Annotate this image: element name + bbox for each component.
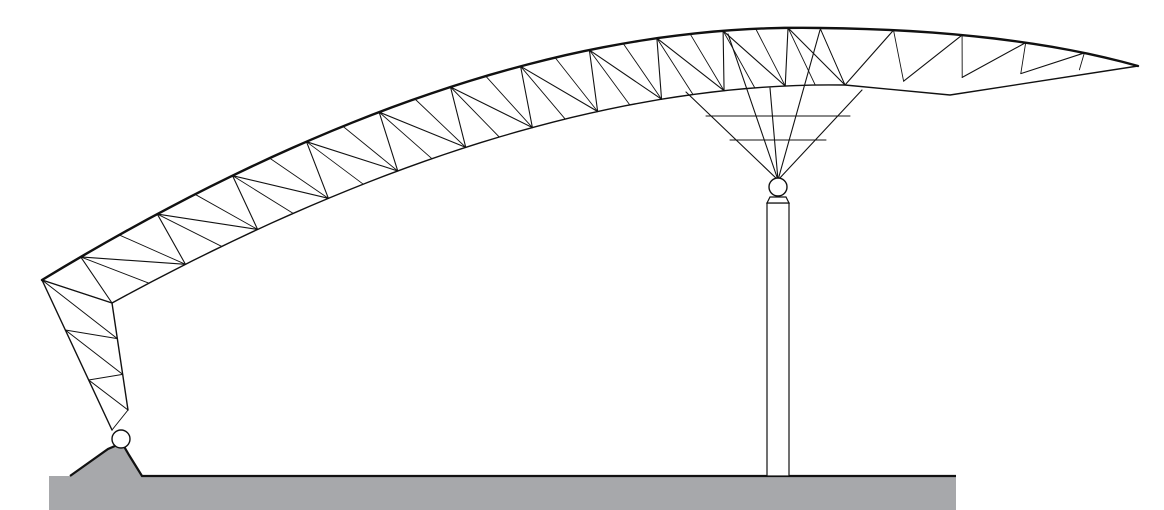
web-vertical xyxy=(520,65,566,120)
fan-strut xyxy=(777,29,821,181)
column-bearing-pin xyxy=(768,177,788,197)
web-vertical xyxy=(450,86,500,138)
web-diagonal xyxy=(156,213,187,265)
web-diagonal xyxy=(231,175,259,230)
web-diagonal xyxy=(80,256,113,304)
web-diagonal xyxy=(520,65,533,129)
bottom-chord xyxy=(111,65,1139,304)
cantilever-diagonal xyxy=(1020,52,1085,75)
leg-outer xyxy=(41,279,113,431)
bearings xyxy=(111,177,788,449)
web-vertical xyxy=(80,256,150,284)
left-bearing-pin xyxy=(111,429,131,449)
fan-strut xyxy=(685,91,779,181)
web-vertical xyxy=(755,28,786,87)
ground-slab xyxy=(49,476,956,510)
web-diagonal xyxy=(378,111,399,172)
web-diagonal xyxy=(80,256,187,265)
fan-strut xyxy=(777,89,863,181)
web-diagonal xyxy=(231,175,329,199)
ground xyxy=(49,441,956,510)
web-vertical xyxy=(588,49,631,106)
web-vertical xyxy=(689,33,725,92)
web-diagonal xyxy=(588,49,599,113)
web-diagonal xyxy=(656,37,725,92)
web-vertical xyxy=(622,43,663,100)
web-diagonal xyxy=(305,141,329,199)
web-vertical xyxy=(414,98,467,148)
leg-diagonal xyxy=(41,279,118,340)
web-vertical xyxy=(194,193,259,230)
web-diagonal xyxy=(722,30,725,92)
web-diagonal xyxy=(378,111,467,148)
web-vertical xyxy=(787,27,816,86)
fan-strut xyxy=(727,33,779,181)
column-shaft xyxy=(766,202,790,477)
leg-diagonal xyxy=(88,379,129,411)
web-diagonal xyxy=(449,86,533,129)
leg-tie xyxy=(41,279,113,304)
web-vertical xyxy=(232,175,294,214)
cantilever-vertical xyxy=(1020,42,1027,75)
truss xyxy=(40,26,1140,431)
web-vertical xyxy=(342,125,399,172)
web-vertical xyxy=(269,157,329,199)
cantilever-vertical xyxy=(1078,52,1085,71)
web-diagonal xyxy=(656,37,663,100)
top-chord xyxy=(40,26,1140,282)
cantilever-vertical xyxy=(893,29,905,82)
web-diagonal xyxy=(784,27,789,87)
web-vertical xyxy=(118,234,186,265)
cantilever-diagonal xyxy=(961,42,1027,78)
column-cap xyxy=(766,196,790,204)
web-vertical xyxy=(656,37,694,95)
web-vertical xyxy=(722,30,756,89)
fan-strut xyxy=(769,87,779,181)
cantilever-vertical xyxy=(819,27,846,86)
web-diagonal xyxy=(787,27,846,86)
web-vertical xyxy=(306,141,364,185)
cantilever-diagonal xyxy=(903,34,963,82)
web-diagonal xyxy=(305,141,399,172)
leg-inner xyxy=(111,302,129,411)
leg-rung xyxy=(111,409,129,431)
web-vertical xyxy=(554,57,599,112)
web-diagonal xyxy=(520,65,599,113)
web-vertical xyxy=(378,111,433,160)
web-diagonal xyxy=(156,213,259,230)
web-vertical xyxy=(485,75,533,129)
web-diagonal xyxy=(722,30,786,87)
leg-rung xyxy=(64,329,118,340)
web-diagonal xyxy=(588,49,663,100)
ground-line xyxy=(69,441,956,478)
column xyxy=(766,196,790,477)
ground-pedestal xyxy=(70,443,142,476)
cantilever-diagonal xyxy=(844,29,895,86)
leg-rung xyxy=(88,373,124,381)
web-vertical xyxy=(156,213,223,247)
web-diagonal xyxy=(449,86,467,148)
leg-diagonal xyxy=(64,329,124,375)
